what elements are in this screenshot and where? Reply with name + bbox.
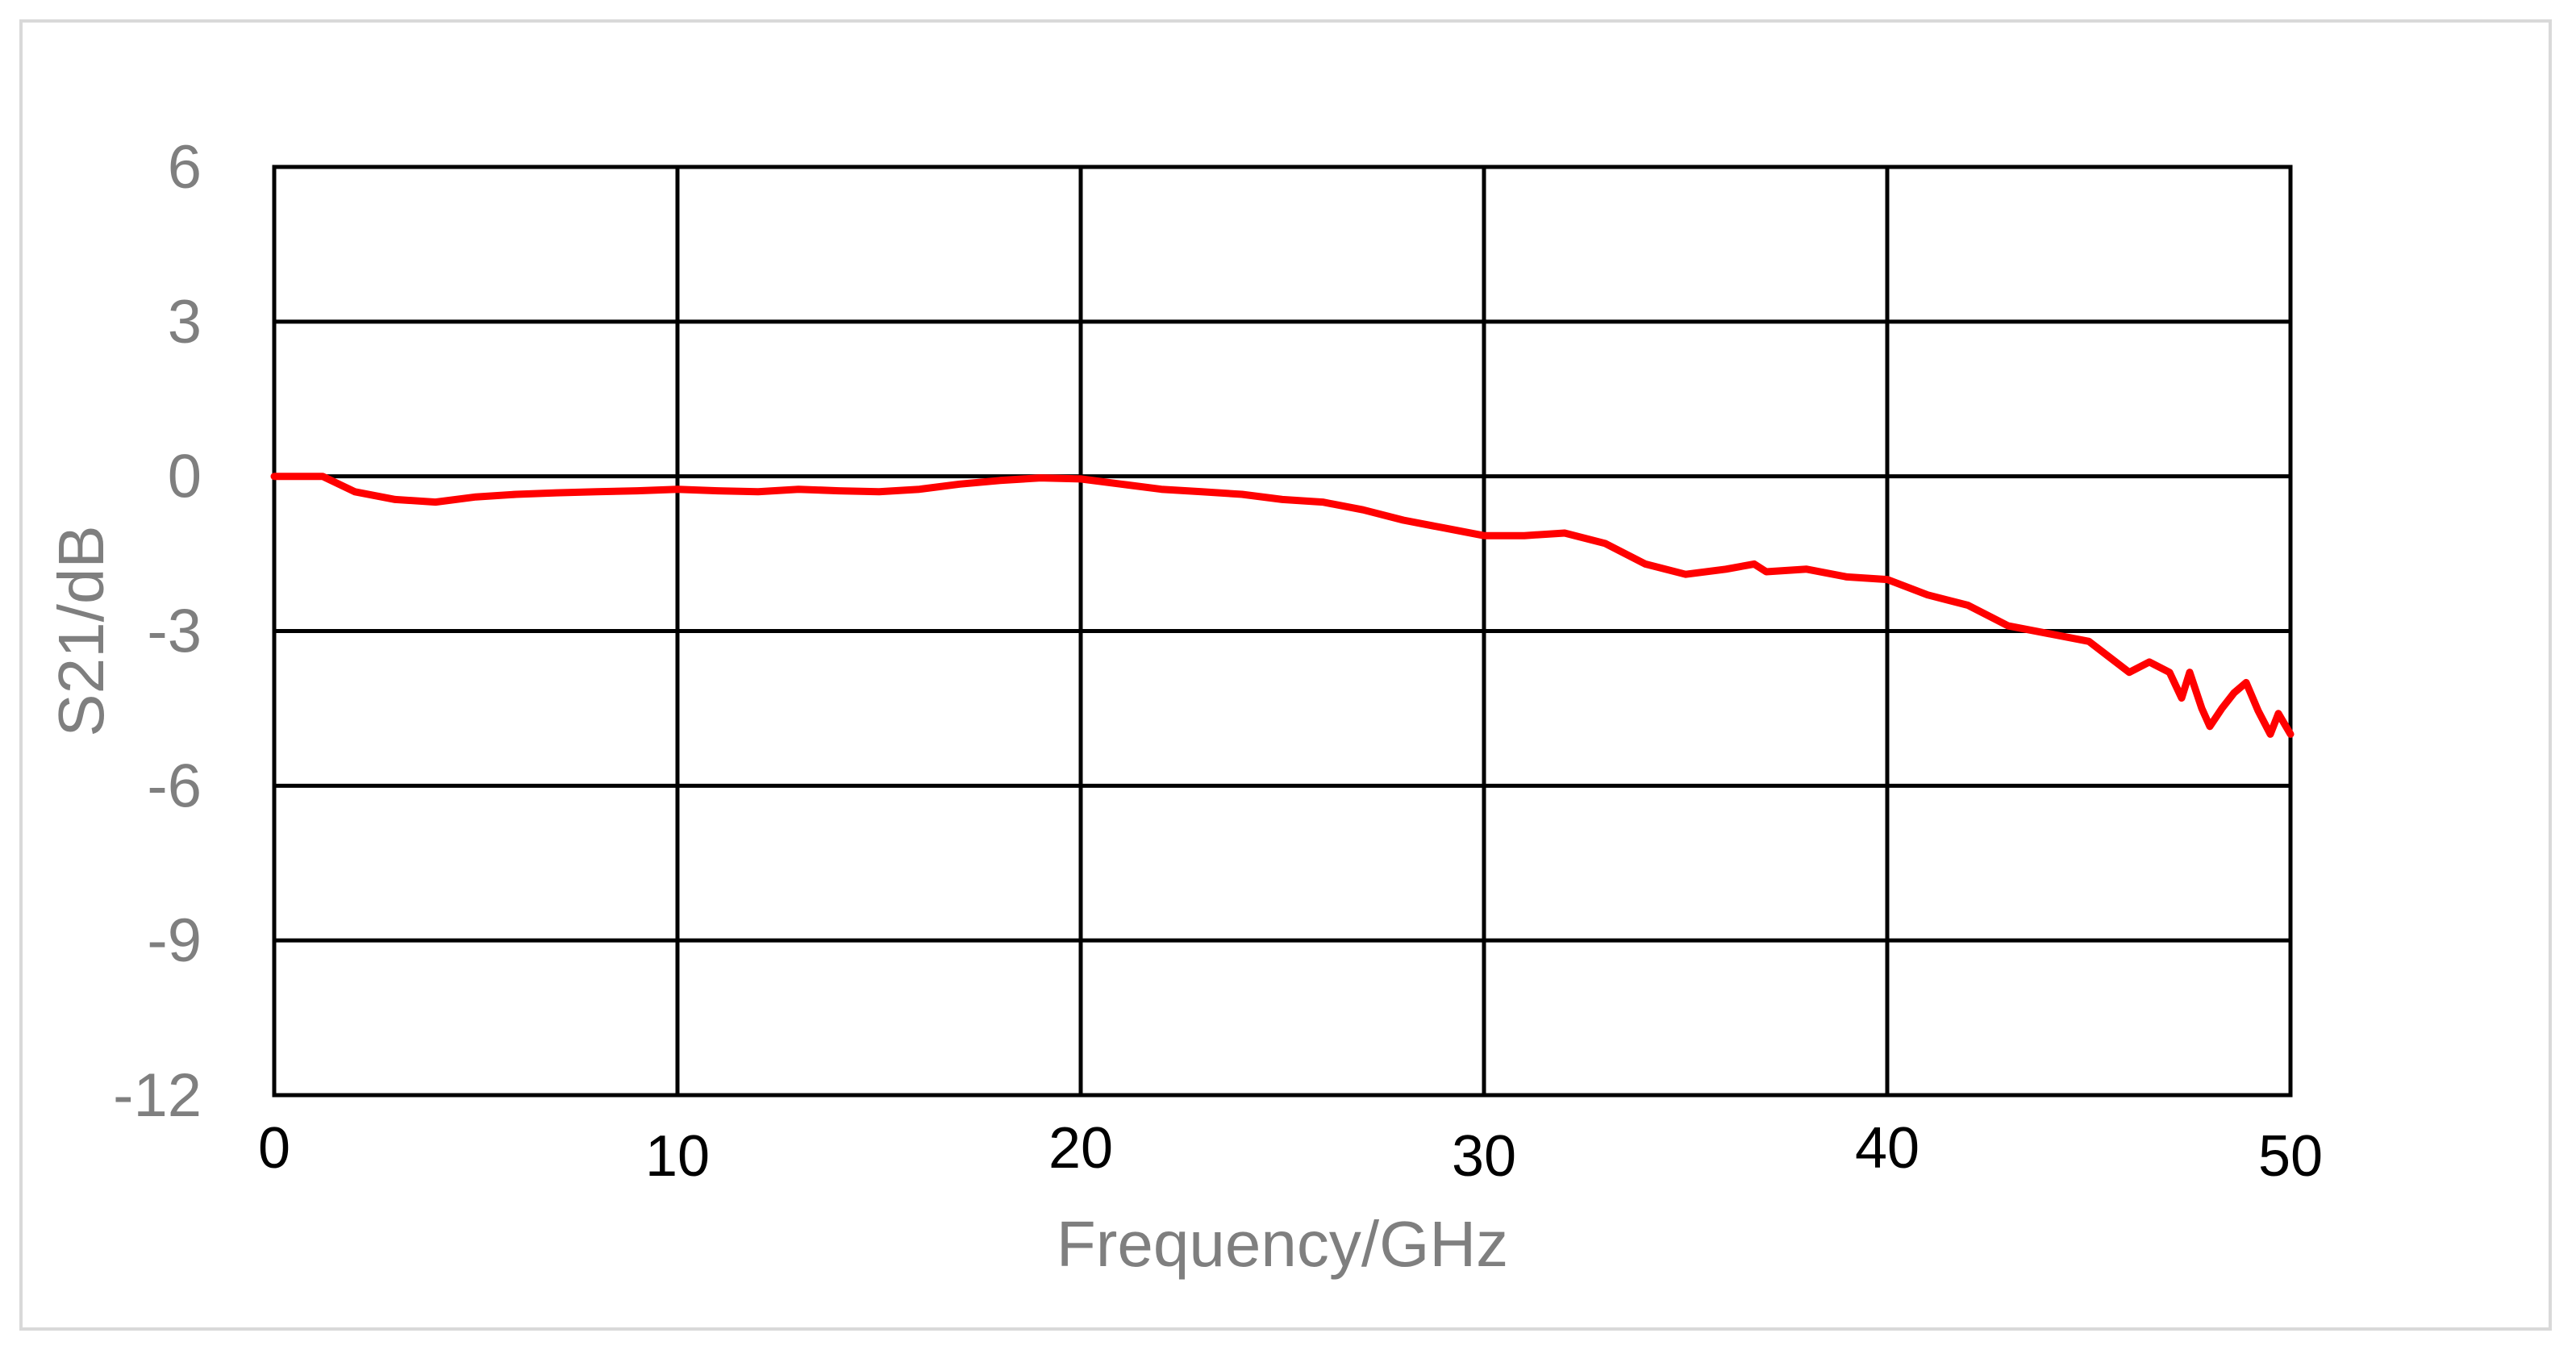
y-tick-label: -12: [113, 1061, 202, 1130]
x-tick-label: 30: [1452, 1124, 1516, 1189]
y-tick-label: -6: [147, 752, 202, 820]
x-tick-label: 10: [645, 1124, 710, 1189]
s21-series-line: [270, 473, 2295, 738]
x-tick-label: 0: [258, 1116, 290, 1181]
y-tick-label: 0: [168, 443, 202, 511]
y-tick-label: -9: [147, 906, 202, 975]
y-tick-label: 6: [168, 133, 202, 202]
y-axis-title: S21/dB: [45, 525, 117, 736]
x-tick-label: 20: [1048, 1116, 1113, 1181]
plot-area-border: [272, 165, 2293, 1098]
y-tick-label: 3: [168, 288, 202, 356]
y-tick-label: -3: [147, 598, 202, 666]
x-axis-title: Frequency/GHz: [1057, 1208, 1508, 1280]
x-tick-label: 40: [1855, 1116, 1919, 1181]
x-tick-label: 50: [2258, 1124, 2323, 1189]
